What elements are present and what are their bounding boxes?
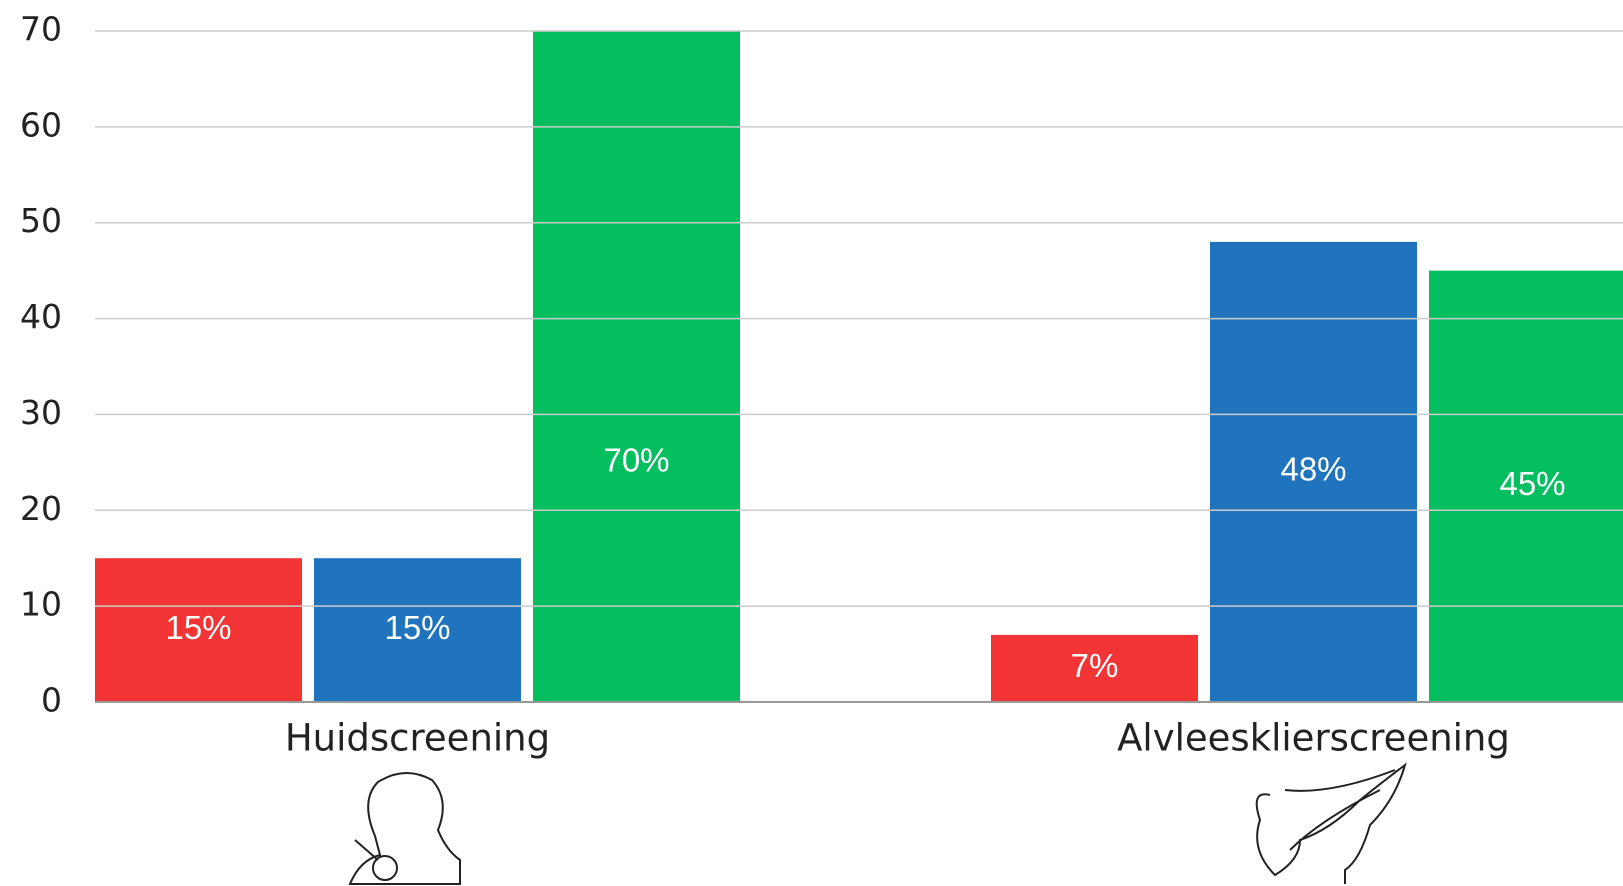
x-tick-label: Alvleesklierscreening — [1117, 717, 1510, 760]
y-tick-label: 0 — [41, 681, 62, 720]
y-tick-label: 60 — [20, 105, 62, 144]
bar — [533, 31, 740, 702]
y-tick-label: 20 — [20, 489, 62, 528]
x-tick-label: Huidscreening — [285, 717, 550, 760]
pancreas-icon — [1255, 762, 1407, 884]
y-tick-label: 50 — [20, 201, 62, 240]
y-tick-label: 10 — [20, 585, 62, 624]
value-label: 45% — [1499, 465, 1565, 502]
value-label: 15% — [165, 609, 231, 646]
bar — [991, 634, 1198, 702]
value-label: 70% — [603, 442, 669, 479]
y-tick-label: 30 — [20, 393, 62, 432]
bar — [314, 558, 521, 702]
value-label: 15% — [384, 609, 450, 646]
value-label: 48% — [1280, 451, 1346, 488]
y-tick-label: 40 — [20, 297, 62, 336]
skin-icon — [348, 772, 461, 885]
value-label: 7% — [1071, 647, 1119, 684]
y-tick-label: 70 — [20, 10, 62, 49]
bar — [1429, 270, 1623, 702]
bar — [95, 558, 302, 702]
